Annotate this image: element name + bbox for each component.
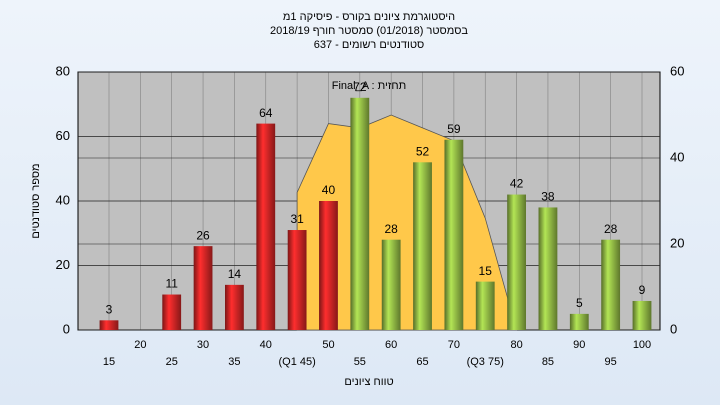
- y-axis-label: מספר סטודנטים: [30, 163, 42, 238]
- x-tick-label: 40: [260, 339, 272, 351]
- bar: [287, 230, 307, 330]
- x-tick-label: 35: [228, 356, 240, 368]
- y2-tick-label: 40: [670, 149, 684, 164]
- x-tick-label: 55: [354, 356, 366, 368]
- data-label: 52: [416, 144, 430, 158]
- y-tick-label: 0: [63, 321, 70, 336]
- bar: [507, 194, 526, 330]
- data-label: 3: [106, 302, 113, 316]
- legend-entry: Final_A : תחזית: [332, 80, 407, 92]
- data-label: 59: [447, 122, 461, 136]
- x-tick-label: 100: [633, 339, 651, 351]
- y-tick-label: 20: [56, 257, 70, 272]
- x-tick-label: 70: [448, 339, 460, 351]
- y2-tick-label: 60: [670, 63, 684, 78]
- x-tick-label: 90: [573, 339, 585, 351]
- y-tick-label: 80: [56, 63, 70, 78]
- chart-subtitle: בסמסטר (01/2018) סמסטר חורף 2018/19: [270, 25, 468, 37]
- data-label: 28: [604, 222, 618, 236]
- bar: [381, 239, 401, 330]
- x-tick-label: 80: [510, 339, 522, 351]
- bar: [319, 201, 338, 330]
- bar: [99, 320, 119, 330]
- x-tick-label: 60: [385, 339, 397, 351]
- bar: [162, 294, 182, 330]
- data-label: 26: [196, 228, 210, 242]
- chart-subtitle: 637 - סטודנטים רשומים: [314, 39, 425, 51]
- bar: [601, 239, 621, 330]
- bar: [225, 284, 244, 330]
- bar: [569, 313, 589, 330]
- x-axis-label: טווח ציונים: [344, 376, 393, 388]
- bar: [475, 281, 495, 330]
- data-label: 38: [541, 190, 555, 204]
- data-label: 11: [165, 277, 178, 291]
- x-tick-label: 20: [134, 339, 146, 351]
- data-label: 9: [639, 283, 646, 297]
- bar: [413, 162, 432, 330]
- data-label: 42: [510, 177, 524, 191]
- x-tick-label: (Q3 75): [467, 356, 504, 368]
- y-tick-label: 40: [56, 192, 70, 207]
- y2-tick-label: 0: [670, 321, 677, 336]
- chart-title: היסטוגרמת ציונים בקורס - פיסיקה 1מ: [283, 11, 455, 23]
- data-label: 40: [322, 183, 336, 197]
- data-label: 31: [290, 212, 304, 226]
- data-label: 15: [479, 264, 493, 278]
- data-label: 5: [576, 296, 583, 310]
- data-label: 14: [228, 267, 242, 281]
- data-label: 64: [259, 106, 273, 120]
- x-tick-label: 85: [542, 356, 554, 368]
- y-tick-label: 60: [56, 128, 70, 143]
- x-tick-label: (Q1 45): [278, 356, 315, 368]
- bar: [444, 139, 464, 330]
- data-label: 28: [384, 222, 398, 236]
- x-tick-label: 15: [103, 356, 115, 368]
- x-tick-label: 30: [197, 339, 209, 351]
- bar: [350, 97, 370, 330]
- bar: [538, 207, 558, 330]
- x-tick-label: 65: [416, 356, 428, 368]
- x-tick-label: 25: [166, 356, 178, 368]
- bar: [256, 123, 276, 330]
- bar: [193, 246, 213, 330]
- x-tick-label: 95: [605, 356, 617, 368]
- data-label: 72: [353, 80, 367, 94]
- y2-tick-label: 20: [670, 235, 684, 250]
- x-tick-label: 50: [322, 339, 334, 351]
- bar: [632, 300, 652, 330]
